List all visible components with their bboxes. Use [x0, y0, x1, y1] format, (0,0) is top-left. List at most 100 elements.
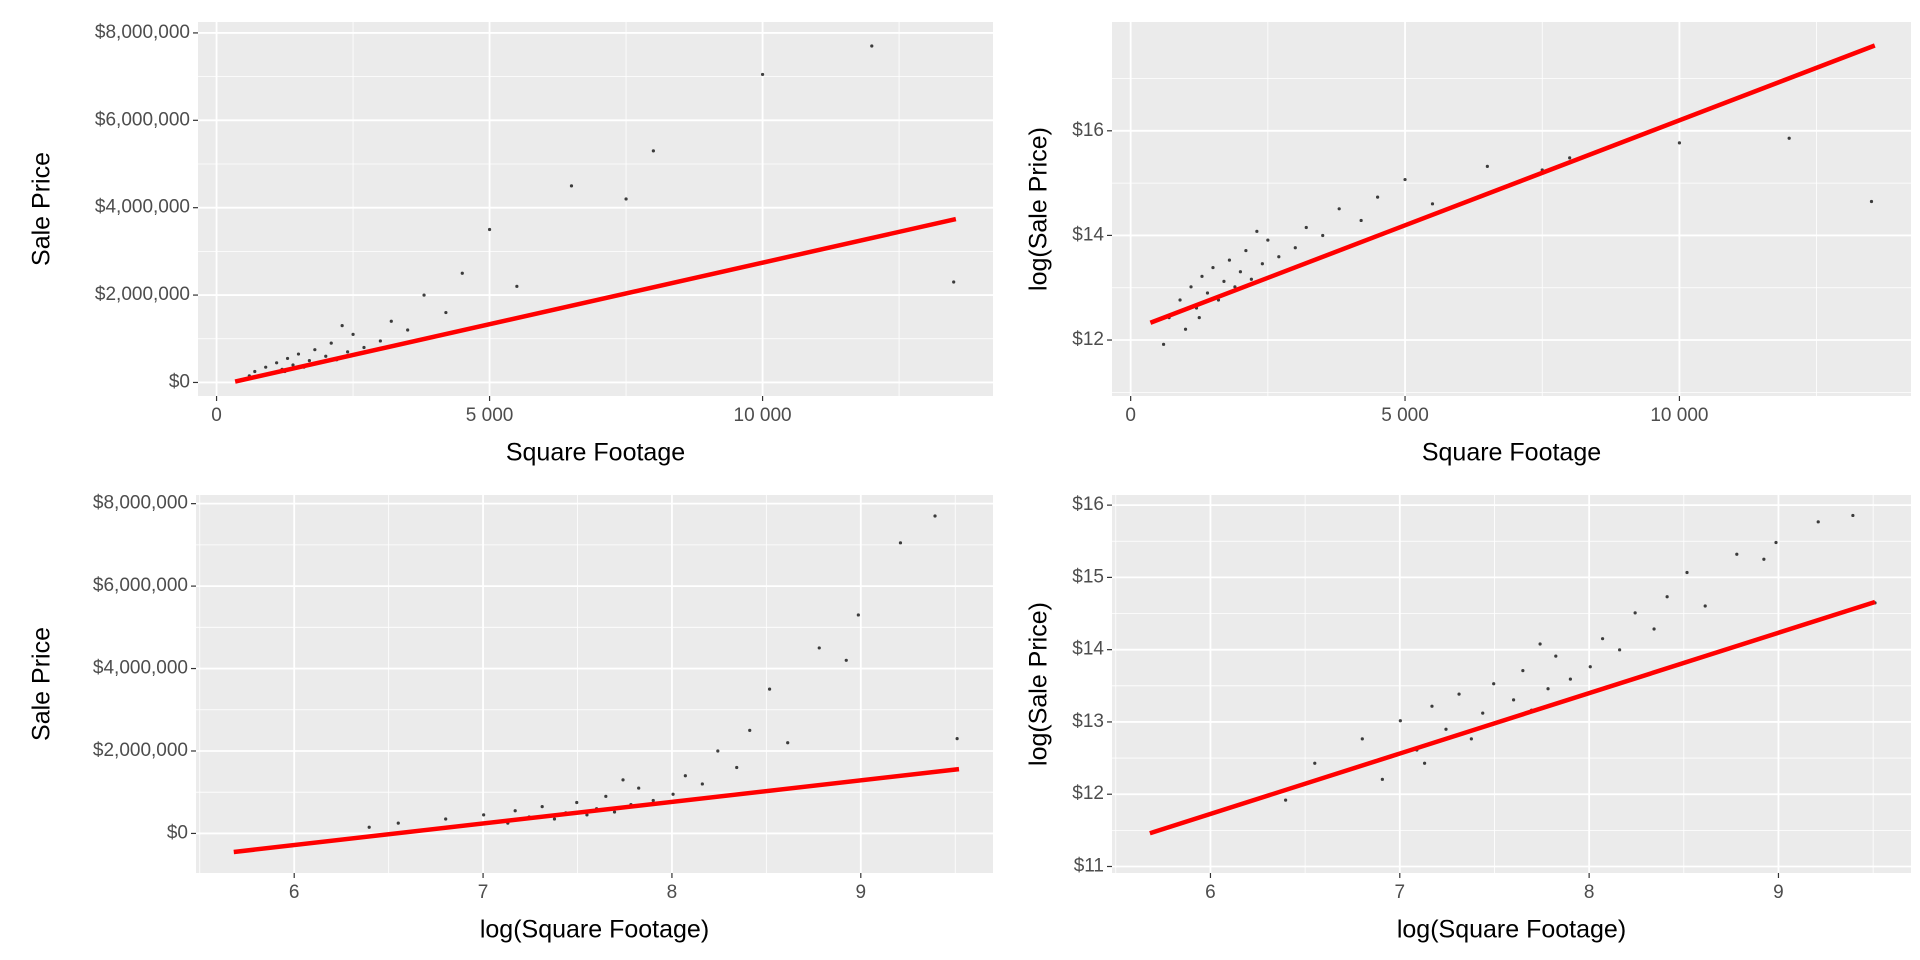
- x-tick-label: 7: [1395, 882, 1406, 903]
- point: [1677, 141, 1682, 145]
- x-tick-label: 10 000: [1650, 405, 1708, 426]
- point: [760, 72, 765, 77]
- y-tick-label: $2,000,000: [95, 284, 190, 305]
- point: [1588, 665, 1592, 669]
- x-tick-label: 9: [1773, 882, 1784, 903]
- point: [700, 782, 704, 786]
- point: [264, 365, 268, 369]
- x-tick-label: 8: [667, 882, 678, 903]
- point: [1227, 258, 1232, 262]
- x-tick-label: 0: [211, 405, 222, 426]
- point: [1685, 570, 1689, 575]
- point: [1869, 199, 1874, 204]
- point: [296, 352, 301, 356]
- point: [1189, 285, 1193, 289]
- point: [716, 749, 720, 753]
- y-tick-label: $15: [1072, 566, 1104, 587]
- point: [817, 646, 821, 650]
- point: [637, 786, 641, 790]
- point: [1600, 637, 1605, 641]
- regression-line: [1149, 599, 1876, 836]
- point: [1787, 136, 1791, 140]
- point: [735, 765, 739, 770]
- point: [1313, 761, 1317, 765]
- point: [444, 817, 448, 821]
- plot-background: [198, 22, 993, 396]
- point: [1444, 727, 1448, 731]
- point: [1244, 248, 1248, 253]
- y-tick-label: $13: [1072, 711, 1104, 732]
- y-tick-label: $16: [1072, 120, 1104, 141]
- point: [1735, 552, 1739, 556]
- plot-background: [1112, 495, 1911, 873]
- point: [406, 328, 410, 332]
- point: [1538, 642, 1542, 646]
- y-axis-title: log(Sale Price): [1025, 127, 1053, 291]
- point: [1260, 262, 1264, 266]
- point: [340, 324, 344, 328]
- y-tick-label: $11: [1074, 856, 1104, 877]
- point: [621, 778, 625, 782]
- point: [482, 813, 486, 817]
- plot-background: [196, 495, 993, 873]
- point: [1816, 520, 1820, 524]
- point: [569, 184, 574, 188]
- point: [389, 319, 393, 323]
- point: [651, 798, 655, 803]
- point: [540, 805, 544, 809]
- point: [1554, 654, 1558, 658]
- x-tick-label: 6: [289, 882, 300, 903]
- point: [585, 813, 589, 817]
- point: [307, 359, 311, 363]
- point: [604, 794, 608, 798]
- point: [1222, 279, 1226, 283]
- point: [1277, 255, 1281, 259]
- y-axis-title: Sale Price: [28, 627, 56, 741]
- regression-line: [234, 216, 957, 384]
- point: [1398, 719, 1402, 723]
- y-tick-label: $4,000,000: [95, 197, 190, 218]
- y-tick-label: $4,000,000: [93, 658, 188, 679]
- point: [748, 728, 752, 732]
- point: [1304, 225, 1308, 230]
- panel: 0 5 000 10 000 $0 $2,000,000 $4,000,000 $6,000…: [28, 22, 993, 467]
- point: [552, 817, 557, 821]
- point: [1255, 229, 1259, 233]
- point: [1233, 285, 1237, 289]
- panel: 6 7 8 9 $11 $12 $13 $14 $15 $16 log(Square Footage…: [1025, 494, 1911, 944]
- y-tick-label: $14: [1072, 639, 1104, 660]
- y-axis-title: log(Sale Price): [1025, 602, 1053, 766]
- point: [786, 741, 790, 745]
- point: [253, 369, 257, 374]
- point: [378, 339, 382, 343]
- point: [651, 149, 655, 153]
- point: [513, 809, 517, 813]
- point: [515, 284, 519, 288]
- x-tick-label: 9: [856, 882, 867, 903]
- point: [1403, 177, 1407, 182]
- point: [1568, 677, 1572, 681]
- point: [1376, 195, 1380, 199]
- point: [612, 810, 617, 814]
- y-tick-label: $6,000,000: [93, 575, 188, 596]
- point: [933, 514, 937, 518]
- point: [1703, 604, 1707, 608]
- point: [955, 737, 959, 741]
- point: [291, 363, 295, 367]
- x-tick-label: 5 000: [1381, 405, 1429, 426]
- point: [1238, 270, 1243, 274]
- point: [683, 774, 687, 778]
- point: [329, 341, 333, 345]
- x-axis-title: Square Footage: [506, 439, 685, 467]
- point: [1469, 737, 1473, 741]
- x-tick-label: 7: [478, 882, 489, 903]
- point: [952, 280, 956, 284]
- point: [1422, 761, 1427, 765]
- point: [575, 800, 579, 805]
- x-tick-label: 6: [1205, 882, 1216, 903]
- regression-line: [1149, 43, 1876, 325]
- point: [1284, 798, 1288, 802]
- point: [1359, 218, 1363, 223]
- y-tick-label: $2,000,000: [93, 740, 188, 761]
